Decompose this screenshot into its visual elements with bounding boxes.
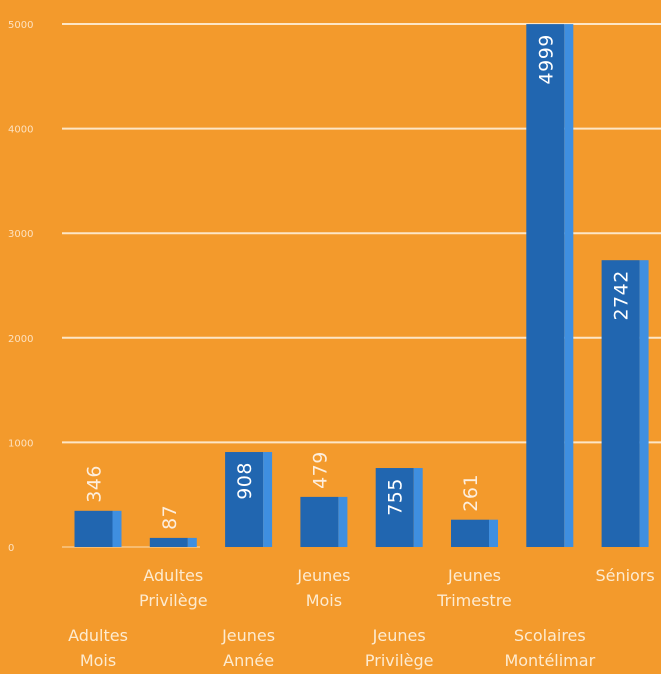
value-label-5: 261 [460, 474, 482, 512]
category-label-6-line-1: Montélimar [504, 651, 595, 670]
category-label-1-line-1: Privilège [139, 591, 208, 610]
category-label-5-line-1: Trimestre [436, 591, 512, 610]
category-label-5: Jeunes Trimestre [436, 566, 512, 610]
category-label-4-line-0: Jeunes [372, 626, 426, 645]
category-label-0-line-0: Adultes [68, 626, 128, 645]
category-label-3-line-1: Mois [306, 591, 342, 610]
bar-0-front [74, 510, 113, 547]
y-tick-label-1000: 1000 [8, 438, 33, 449]
category-label-2-line-0: Jeunes [221, 626, 275, 645]
bar-6-front [526, 24, 565, 547]
bar-3-front [300, 496, 339, 547]
category-label-7: Séniors [595, 566, 654, 585]
bar-4-side [413, 468, 423, 547]
value-label-2: 908 [234, 462, 256, 500]
category-label-4-line-1: Privilège [365, 651, 434, 670]
value-label-4: 755 [385, 478, 407, 516]
category-label-5-line-0: Jeunes [447, 566, 501, 585]
category-label-2-line-1: Année [223, 651, 274, 670]
category-label-6-line-0: Scolaires [514, 626, 586, 645]
y-tick-label-3000: 3000 [8, 229, 33, 240]
category-label-7-line-0: Séniors [595, 566, 654, 585]
category-label-6: Scolaires Montélimar [504, 626, 595, 670]
bar-6-side [564, 24, 574, 547]
y-tick-label-0: 0 [8, 543, 14, 554]
value-labels: 346 87 908 479 755 261 4999 2742 [84, 34, 633, 530]
bar-5-side [489, 519, 498, 547]
category-label-1: Adultes Privilège [139, 566, 208, 610]
value-label-7: 2742 [611, 270, 633, 320]
category-label-3: Jeunes Mois [296, 566, 350, 610]
bar-2-front [225, 452, 264, 547]
y-tick-label-2000: 2000 [8, 334, 33, 345]
y-tick-label-4000: 4000 [8, 125, 33, 136]
bar-3-side [338, 496, 348, 547]
y-axis-ticks: 0 1000 2000 3000 4000 5000 [8, 20, 33, 554]
category-label-4: Jeunes Privilège [365, 626, 434, 670]
value-label-3: 479 [309, 451, 331, 489]
bar-1-front [149, 537, 188, 547]
bar-1-side [187, 537, 197, 547]
category-label-3-line-0: Jeunes [296, 566, 350, 585]
bar-7-front [601, 260, 640, 547]
value-label-6: 4999 [535, 34, 557, 84]
category-label-1-line-0: Adultes [143, 566, 203, 585]
category-labels: AdultesMoisAdultesPrivilègeJeunesAnnéeJe… [68, 566, 655, 670]
bar-0-side [112, 510, 122, 547]
y-tick-label-5000: 5000 [8, 20, 33, 31]
bars [74, 24, 649, 547]
value-label-1: 87 [159, 505, 181, 530]
category-label-0-line-1: Mois [80, 651, 116, 670]
bar-7-side [639, 260, 649, 547]
bar-5-front [451, 519, 489, 547]
bar-4-front [375, 468, 414, 547]
bar-2-side [263, 452, 273, 547]
value-label-0: 346 [84, 465, 106, 503]
category-label-0: Adultes Mois [68, 626, 128, 670]
category-label-2: Jeunes Année [221, 626, 275, 670]
